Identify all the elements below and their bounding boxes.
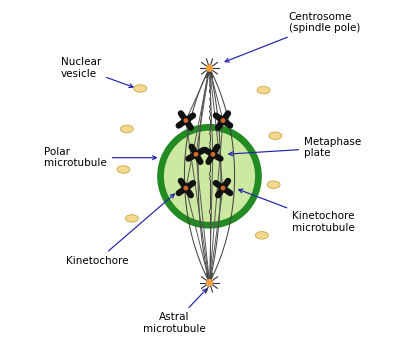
Text: Kinetochore: Kinetochore [66, 194, 174, 266]
Circle shape [206, 64, 213, 72]
Ellipse shape [267, 181, 280, 188]
Circle shape [184, 119, 188, 122]
Circle shape [221, 119, 225, 122]
Text: Nuclear
vesicle: Nuclear vesicle [61, 57, 133, 87]
Ellipse shape [134, 85, 147, 92]
Circle shape [157, 124, 262, 228]
Ellipse shape [125, 215, 138, 222]
Text: Astral
microtubule: Astral microtubule [143, 289, 207, 334]
Ellipse shape [257, 86, 270, 94]
Ellipse shape [117, 166, 130, 173]
Circle shape [184, 186, 188, 190]
Circle shape [221, 186, 225, 190]
Ellipse shape [256, 232, 268, 239]
Circle shape [211, 153, 215, 156]
Circle shape [206, 279, 213, 286]
Ellipse shape [269, 132, 282, 139]
Circle shape [164, 131, 255, 222]
Text: Metaphase
plate: Metaphase plate [229, 137, 361, 158]
Text: Kinetochore
microtubule: Kinetochore microtubule [239, 189, 355, 233]
Text: Polar
microtubule: Polar microtubule [44, 147, 156, 168]
Ellipse shape [120, 125, 133, 133]
Circle shape [194, 153, 198, 156]
Text: Centrosome
(spindle pole): Centrosome (spindle pole) [225, 12, 360, 62]
